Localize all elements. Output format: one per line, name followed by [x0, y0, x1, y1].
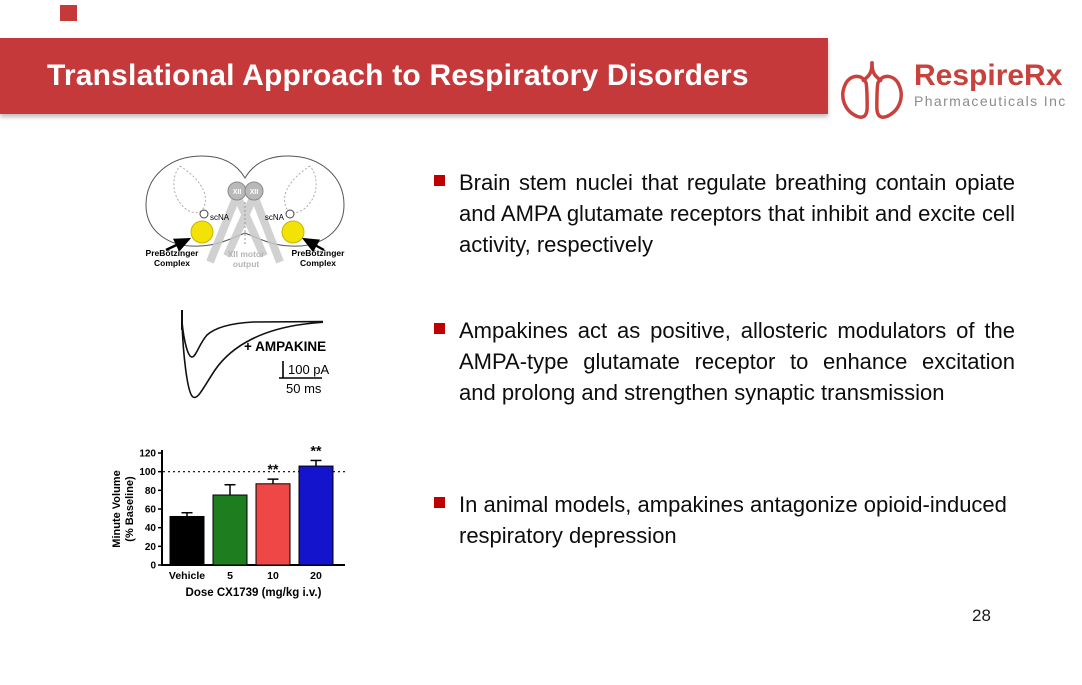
x-category-label: 5 — [227, 570, 233, 582]
svg-text:output: output — [233, 259, 260, 269]
lungs-icon — [841, 61, 903, 119]
motor-output-label: XII motor output — [228, 249, 266, 269]
bullet-text: Ampakines act as positive, allosteric mo… — [459, 318, 1015, 405]
svg-text:Complex: Complex — [154, 258, 190, 268]
svg-text:PreBötzinger: PreBötzinger — [292, 248, 346, 258]
bullet-item: In animal models, ampakines antagonize o… — [434, 489, 1016, 551]
bullet-item: Ampakines act as positive, allosteric mo… — [434, 315, 1016, 408]
x-category-label: 10 — [267, 570, 279, 582]
scna-label-left: scNA — [210, 213, 230, 222]
y-tick-label: 0 — [150, 561, 156, 572]
ampakine-trace — [181, 321, 324, 399]
y-tick-label: 100 — [139, 467, 156, 478]
significance-marker: ** — [268, 461, 279, 477]
bullet-text: Brain stem nuclei that regulate breathin… — [459, 170, 1015, 257]
motor-tracts — [206, 196, 284, 264]
scale-bar-current: 100 pA — [288, 362, 330, 377]
ampakine-label: + AMPAKINE — [244, 339, 326, 354]
y-tick-label: 60 — [145, 505, 157, 516]
x-category-label: Vehicle — [169, 570, 205, 582]
prebotzinger-labels: PreBötzinger Complex PreBötzinger Comple… — [146, 248, 346, 268]
xii-nucleus-right — [244, 181, 264, 201]
xii-label-right: XII — [250, 189, 259, 196]
logo-name: RespireRx — [914, 59, 1063, 92]
svg-text:PreBötzinger: PreBötzinger — [146, 248, 200, 258]
y-tick-label: 40 — [145, 523, 157, 534]
scna-label-right: scNA — [265, 213, 285, 222]
page-title: Translational Approach to Respiratory Di… — [47, 59, 749, 92]
bullet-item: Brain stem nuclei that regulate breathin… — [434, 167, 1016, 260]
xii-label-left: XII — [233, 189, 242, 196]
bullet-marker-icon — [434, 175, 445, 186]
brainstem-outline — [145, 155, 345, 247]
svg-text:XII motor: XII motor — [228, 249, 266, 259]
y-axis-title-line2: (% Baseline) — [124, 476, 136, 542]
bullet-marker-icon — [434, 497, 445, 508]
control-trace — [181, 320, 324, 358]
page-number: 28 — [972, 606, 991, 625]
y-tick-label: 20 — [145, 542, 157, 553]
prebotzinger-left-marker — [190, 220, 214, 244]
ampakine-trace-figure: + AMPAKINE 100 pA 50 ms — [181, 310, 330, 399]
significance-marker: ** — [311, 442, 322, 458]
bar-10 — [255, 483, 291, 566]
y-tick-label: 120 — [139, 449, 156, 460]
y-axis-title-line1: Minute Volume — [111, 470, 123, 547]
bullet-text: In animal models, ampakines antagonize o… — [459, 492, 1007, 548]
company-logo: RespireRx Pharmaceuticals Inc — [836, 60, 1067, 120]
logo-subtitle: Pharmaceuticals Inc — [914, 93, 1067, 109]
brainstem-diagram: XII XII scNA scNA PreBötzinger Complex P… — [145, 155, 346, 269]
prebotzinger-right-marker — [281, 220, 305, 244]
logo-text: RespireRx Pharmaceuticals Inc — [914, 59, 1067, 110]
y-tick-label: 80 — [145, 486, 157, 497]
bar-20 — [298, 465, 334, 566]
svg-text:Complex: Complex — [300, 258, 336, 268]
bullet-marker-icon — [434, 323, 445, 334]
minute-volume-bar-chart: 0 20 40 60 80 100 120 Vehicle 5 ** 10 ** 20 Minute Vo… — [111, 442, 345, 599]
title-banner: Translational Approach to Respiratory Di… — [0, 38, 828, 114]
bar-5 — [212, 494, 248, 566]
x-axis-title: Dose CX1739 (mg/kg i.v.) — [186, 587, 322, 599]
bar-Vehicle — [169, 515, 205, 566]
x-category-label: 20 — [310, 570, 322, 582]
scale-bar-time: 50 ms — [286, 381, 322, 396]
accent-square — [60, 5, 77, 21]
